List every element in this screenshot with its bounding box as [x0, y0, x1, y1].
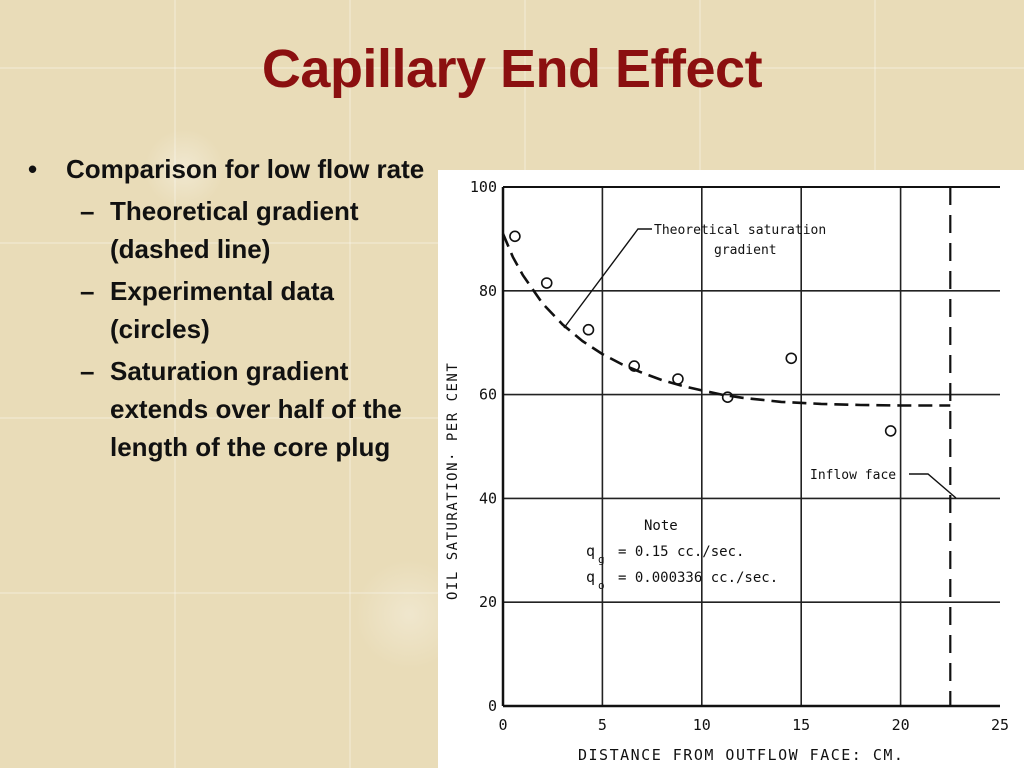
bullet-text: Comparison for low flow rate — [66, 154, 425, 184]
x-tick-label: 10 — [693, 716, 711, 734]
data-point — [721, 391, 734, 403]
curve-label-leader — [563, 228, 652, 329]
qo-subscript: o — [598, 579, 605, 592]
x-tick-label: 15 — [792, 716, 810, 734]
sub-bullet-mark: – — [80, 196, 95, 226]
bullet-list: • Comparison for low flow rate – Theoret… — [28, 150, 428, 466]
data-point — [785, 352, 798, 365]
point-layer — [509, 230, 897, 437]
inflow-face-label: Inflow face — [810, 468, 896, 483]
axis-title-x: DISTANCE FROM OUTFLOW FACE: CM. — [578, 746, 904, 764]
y-tick-label: 100 — [470, 178, 497, 196]
data-point — [509, 230, 521, 243]
bullet-item: • Comparison for low flow rate — [28, 150, 428, 188]
data-point — [540, 277, 553, 289]
sub-bullet-item: – Experimental data (circles) — [28, 272, 428, 348]
y-tick-label: 80 — [479, 282, 497, 300]
sub-bullet-item: – Saturation gradient extends over half … — [28, 352, 428, 466]
y-tick-label: 60 — [479, 386, 497, 404]
curve-label-line2: gradient — [714, 243, 777, 258]
chart-panel: 0 5 10 15 20 25 0 20 40 60 80 100 DISTANCE FROM OUT… — [438, 170, 1024, 768]
y-tick-label: 0 — [488, 697, 497, 715]
x-tick-label: 20 — [892, 716, 910, 734]
axis-title-y: OIL SATURATION· PER CENT — [445, 362, 461, 600]
slide-title: Capillary End Effect — [261, 39, 763, 99]
inflow-label-leader — [909, 473, 957, 499]
qg-value: = 0.15 cc./sec. — [618, 544, 744, 560]
saturation-chart: 0 5 10 15 20 25 0 20 40 60 80 100 DISTANCE FROM OUT… — [445, 178, 1009, 764]
x-tick-label: 5 — [598, 716, 607, 734]
curve-layer — [501, 187, 957, 706]
note-title: Note — [644, 518, 678, 534]
grid-layer — [501, 186, 1000, 708]
theoretical-gradient-line — [501, 233, 951, 407]
sub-bullet-mark: – — [80, 276, 95, 306]
sub-bullet-text: Saturation gradient extends over half of… — [110, 356, 402, 462]
y-tick-label: 20 — [479, 593, 497, 611]
curve-label-line1: Theoretical saturation — [654, 223, 826, 238]
sub-bullet-mark: – — [80, 356, 95, 386]
qg-symbol: q — [586, 542, 595, 560]
x-tick-label: 0 — [498, 716, 507, 734]
tick-layer: 0 5 10 15 20 25 0 20 40 60 80 100 — [470, 178, 1009, 734]
data-point — [582, 323, 595, 336]
annotation-layer: DISTANCE FROM OUTFLOW FACE: CM. OIL SATU… — [445, 223, 904, 764]
data-point — [628, 360, 641, 372]
qg-subscript: g — [598, 553, 605, 566]
y-tick-label: 40 — [479, 489, 497, 507]
data-point — [884, 425, 897, 437]
data-point — [672, 373, 684, 385]
bullet-mark: • — [28, 154, 38, 184]
x-tick-label: 25 — [991, 716, 1009, 734]
sub-bullet-item: – Theoretical gradient (dashed line) — [28, 192, 428, 268]
qo-symbol: q — [586, 568, 595, 586]
sub-bullet-text: Experimental data (circles) — [110, 276, 334, 344]
qo-value: = 0.000336 cc./sec. — [618, 570, 778, 586]
sub-bullet-text: Theoretical gradient (dashed line) — [110, 196, 359, 264]
